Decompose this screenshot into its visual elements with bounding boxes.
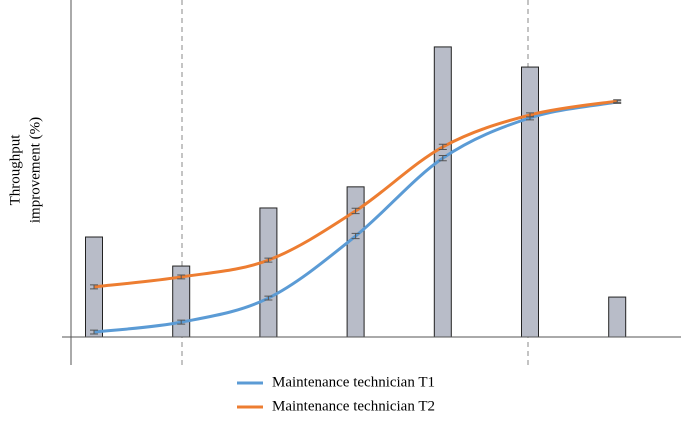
bar	[259, 207, 278, 338]
error-bar	[438, 155, 447, 162]
bar	[608, 296, 627, 338]
error-bar	[177, 274, 186, 280]
legend-label: Maintenance technician T1	[272, 374, 435, 390]
legend-label: Maintenance technician T2	[272, 398, 435, 414]
y-label-line: improvement (%)	[27, 117, 43, 223]
error-bar	[526, 112, 534, 118]
error-bar	[90, 284, 98, 290]
error-bar	[264, 295, 273, 301]
error-bar	[90, 329, 98, 335]
y-label-line: Throughput	[7, 134, 23, 206]
error-bar	[177, 319, 186, 325]
bar	[521, 66, 539, 338]
error-bar	[613, 99, 622, 103]
y-label: Throughput improvement (%)	[7, 117, 43, 223]
error-bar	[264, 257, 273, 263]
error-bar	[351, 207, 360, 215]
error-bar	[351, 232, 360, 240]
error-bar	[438, 143, 447, 151]
bar	[433, 46, 452, 338]
